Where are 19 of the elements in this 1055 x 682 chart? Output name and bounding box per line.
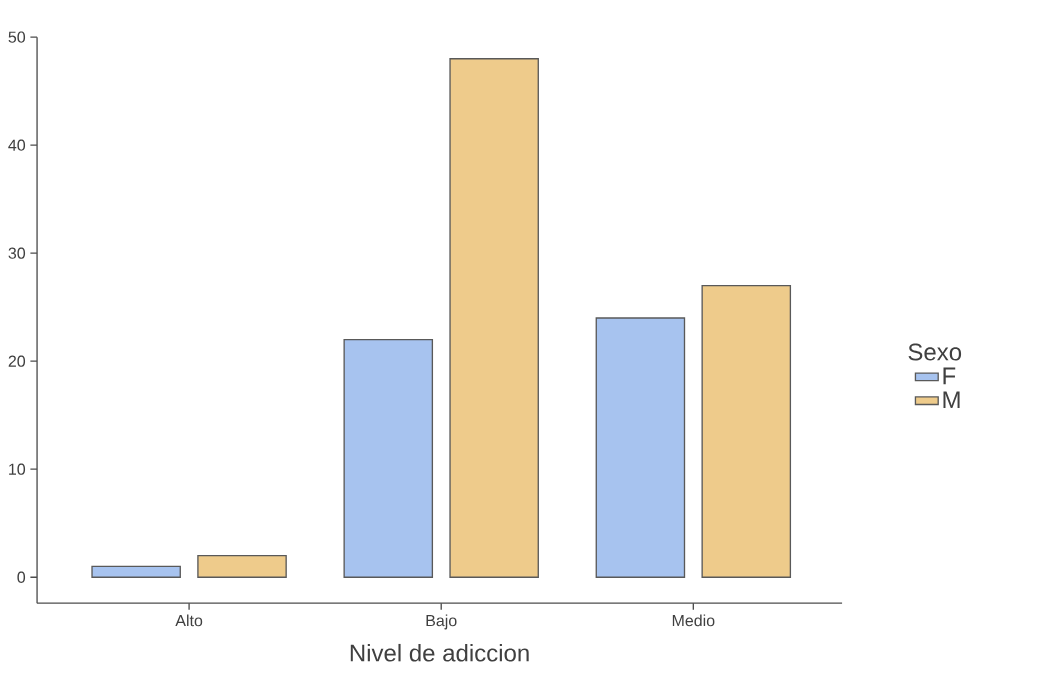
y-tick-label: 40 [8, 139, 26, 151]
x-tick-label: Medio [672, 614, 715, 627]
legend-label: M [943, 391, 960, 408]
x-axis-title: Nivel de adiccion [350, 643, 529, 662]
bar [91, 565, 181, 578]
y-tick-label: 50 [8, 31, 26, 43]
y-tick-label: 0 [17, 571, 26, 583]
y-tick-label: 20 [8, 355, 26, 367]
bar [197, 554, 287, 578]
y-tick-label: 30 [8, 247, 26, 259]
bar [343, 338, 434, 578]
bar [701, 284, 792, 578]
legend-label: F [943, 367, 956, 385]
legend-title: Sexo [908, 343, 962, 361]
bar [595, 317, 686, 578]
x-tick-label: Alto [175, 614, 203, 627]
y-tick-label: 10 [9, 463, 26, 475]
x-tick-label: Bajo [426, 614, 457, 630]
bar [449, 58, 539, 578]
